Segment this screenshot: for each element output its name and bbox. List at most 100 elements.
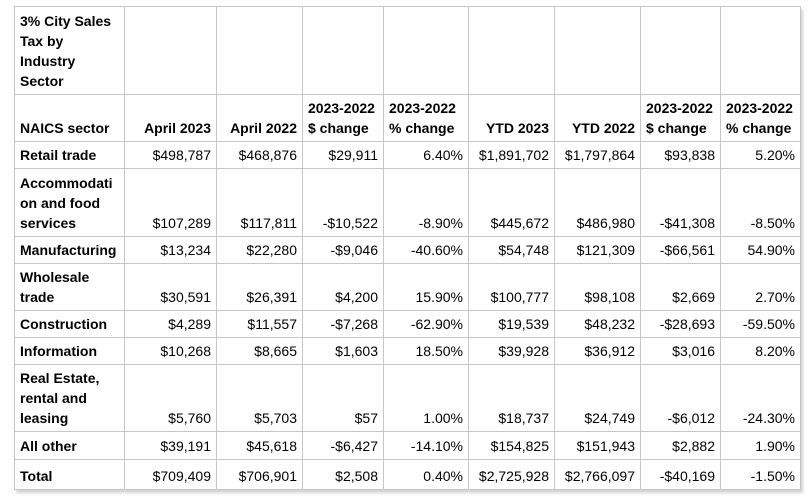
value-cell: $151,943: [554, 431, 641, 460]
value-cell: $45,618: [216, 431, 303, 460]
value-cell: $13,234: [124, 236, 217, 264]
value-cell: -14.10%: [383, 431, 469, 460]
value-cell: -$41,308: [640, 168, 721, 237]
value-cell: -8.90%: [383, 168, 469, 237]
value-cell: 2.70%: [720, 263, 801, 311]
value-cell: -24.30%: [720, 364, 801, 432]
value-cell: $39,191: [124, 431, 217, 460]
value-cell: $11,557: [216, 310, 303, 338]
value-cell: $4,289: [124, 310, 217, 338]
value-cell: $1,797,864: [554, 141, 641, 169]
value-cell: $10,268: [124, 337, 217, 365]
value-cell: $18,737: [468, 364, 555, 432]
value-cell: -1.50%: [720, 459, 801, 490]
value-cell: $48,232: [554, 310, 641, 338]
value-cell: $24,749: [554, 364, 641, 432]
table-row: Wholesale trade $30,591 $26,391 $4,200 1…: [14, 263, 801, 311]
value-cell: 1.00%: [383, 364, 469, 432]
value-cell: $98,108: [554, 263, 641, 311]
value-cell: $486,980: [554, 168, 641, 237]
value-cell: $2,508: [302, 459, 384, 490]
header-april-2023: April 2023: [124, 94, 217, 142]
empty-cell: [720, 6, 801, 95]
value-cell: -40.60%: [383, 236, 469, 264]
value-cell: $107,289: [124, 168, 217, 237]
value-cell: 54.90%: [720, 236, 801, 264]
value-cell: -59.50%: [720, 310, 801, 338]
table-row: Information $10,268 $8,665 $1,603 18.50%…: [14, 337, 801, 365]
value-cell: $8,665: [216, 337, 303, 365]
value-cell: $57: [302, 364, 384, 432]
title-row: 3% City Sales Tax by Industry Sector: [14, 6, 801, 95]
table-title-cell: 3% City Sales Tax by Industry Sector: [14, 6, 125, 95]
empty-cell: [554, 6, 641, 95]
header-dollar-change-april: 2023-2022 $ change: [302, 94, 384, 142]
value-cell: $3,016: [640, 337, 721, 365]
value-cell: $498,787: [124, 141, 217, 169]
sector-cell: Manufacturing: [14, 236, 125, 264]
value-cell: $154,825: [468, 431, 555, 460]
sector-cell: Real Estate, rental and leasing: [14, 364, 125, 432]
value-cell: $29,911: [302, 141, 384, 169]
table-row: Manufacturing $13,234 $22,280 -$9,046 -4…: [14, 236, 801, 264]
value-cell: $93,838: [640, 141, 721, 169]
value-cell: $100,777: [468, 263, 555, 311]
value-cell: $2,882: [640, 431, 721, 460]
value-cell: $5,760: [124, 364, 217, 432]
empty-cell: [640, 6, 721, 95]
sector-cell: All other: [14, 431, 125, 460]
value-cell: $19,539: [468, 310, 555, 338]
header-naics-sector: NAICS sector: [14, 94, 125, 142]
value-cell: -$10,522: [302, 168, 384, 237]
value-cell: $2,725,928: [468, 459, 555, 490]
value-cell: $39,928: [468, 337, 555, 365]
header-percent-change-april: 2023-2022 % change: [383, 94, 469, 142]
value-cell: -8.50%: [720, 168, 801, 237]
sector-cell: Wholesale trade: [14, 263, 125, 311]
value-cell: $30,591: [124, 263, 217, 311]
value-cell: -$6,427: [302, 431, 384, 460]
value-cell: -$40,169: [640, 459, 721, 490]
value-cell: 1.90%: [720, 431, 801, 460]
value-cell: $5,703: [216, 364, 303, 432]
header-row: NAICS sector April 2023 April 2022 2023-…: [14, 94, 801, 142]
value-cell: 6.40%: [383, 141, 469, 169]
value-cell: 18.50%: [383, 337, 469, 365]
table-row: Accommodation and food services $107,289…: [14, 168, 801, 237]
empty-cell: [383, 6, 469, 95]
empty-cell: [124, 6, 217, 95]
table-row: Retail trade $498,787 $468,876 $29,911 6…: [14, 141, 801, 169]
value-cell: 8.20%: [720, 337, 801, 365]
value-cell: $445,672: [468, 168, 555, 237]
value-cell: 15.90%: [383, 263, 469, 311]
value-cell: $36,912: [554, 337, 641, 365]
value-cell: $117,811: [216, 168, 303, 237]
table-row: Construction $4,289 $11,557 -$7,268 -62.…: [14, 310, 801, 338]
value-cell: $468,876: [216, 141, 303, 169]
header-april-2022: April 2022: [216, 94, 303, 142]
empty-cell: [302, 6, 384, 95]
table-row: Real Estate, rental and leasing $5,760 $…: [14, 364, 801, 432]
sector-cell: Information: [14, 337, 125, 365]
table-row: All other $39,191 $45,618 -$6,427 -14.10…: [14, 431, 801, 460]
value-cell: -$66,561: [640, 236, 721, 264]
value-cell: $2,669: [640, 263, 721, 311]
value-cell: -62.90%: [383, 310, 469, 338]
value-cell: $4,200: [302, 263, 384, 311]
sales-tax-table: 3% City Sales Tax by Industry Sector NAI…: [14, 6, 801, 490]
header-ytd-2022: YTD 2022: [554, 94, 641, 142]
sector-cell: Construction: [14, 310, 125, 338]
value-cell: $22,280: [216, 236, 303, 264]
value-cell: $2,766,097: [554, 459, 641, 490]
value-cell: -$7,268: [302, 310, 384, 338]
sector-cell: Accommodation and food services: [14, 168, 125, 237]
total-row: Total $709,409 $706,901 $2,508 0.40% $2,…: [14, 459, 801, 490]
header-ytd-2023: YTD 2023: [468, 94, 555, 142]
value-cell: -$6,012: [640, 364, 721, 432]
value-cell: $26,391: [216, 263, 303, 311]
value-cell: 5.20%: [720, 141, 801, 169]
value-cell: -$9,046: [302, 236, 384, 264]
value-cell: -$28,693: [640, 310, 721, 338]
value-cell: 0.40%: [383, 459, 469, 490]
